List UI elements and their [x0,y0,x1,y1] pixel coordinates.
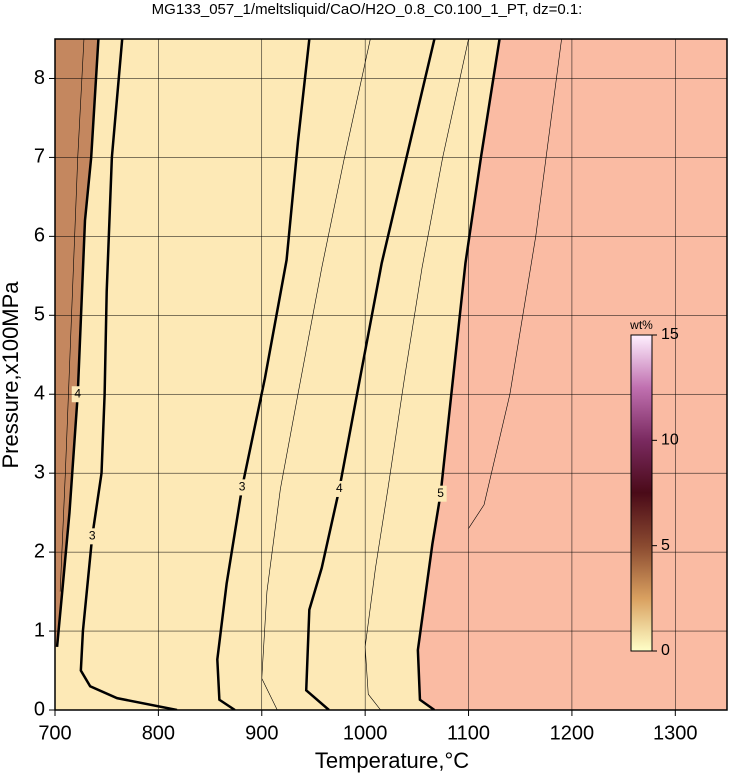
x-tick-label: 1100 [447,722,490,744]
contour-label: 4 [336,481,343,495]
contour-label: 4 [74,386,81,400]
y-tick-label: 7 [34,146,45,168]
contour-label: 3 [89,529,96,543]
x-tick-label: 1300 [653,722,698,744]
colorbar-tick-label: 0 [661,642,670,659]
x-tick-label: 900 [245,722,278,744]
x-tick-label: 1000 [343,722,388,744]
colorbar-tick-label: 15 [661,326,679,343]
contour-label-bg [86,528,99,545]
contour-line [364,39,469,710]
contour-label: 5 [437,486,444,500]
colorbar-tick-label: 5 [661,537,670,554]
x-tick-label: 700 [38,722,71,744]
y-tick-label: 6 [34,225,45,247]
contour-label: 3 [239,480,246,494]
contour-label-bg [333,480,346,497]
y-tick-label: 0 [34,698,45,720]
x-tick-label: 800 [142,722,175,744]
contour-label-bg [434,485,447,502]
y-tick-label: 1 [34,619,45,641]
plot-frame [54,38,728,711]
colorbar-label: wt% [629,318,653,332]
y-axis-label: Pressure,x100MPa [0,281,23,469]
y-tick-label: 8 [34,67,45,89]
y-tick-label: 3 [34,461,45,483]
contour-label-bg [236,479,249,496]
y-tick-label: 4 [34,383,45,405]
y-tick-label: 5 [34,304,45,326]
colorbar-tick-label: 10 [661,432,679,449]
colorbar [630,334,653,652]
x-axis-label: Temperature,°C [315,748,469,773]
y-tick-label: 2 [34,540,45,562]
chart-title: MG133_057_1/meltsliquid/CaO/H2O_0.8_C0.1… [152,1,583,18]
x-tick-label: 1200 [550,722,595,744]
contour-line [261,39,371,710]
